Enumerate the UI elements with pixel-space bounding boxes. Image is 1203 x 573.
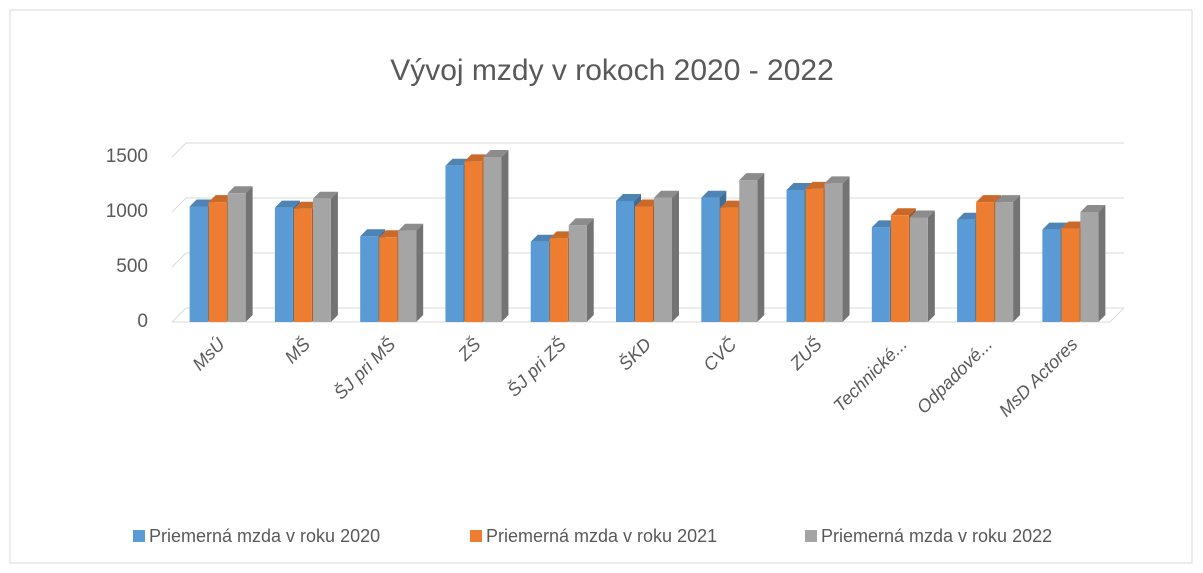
bar-top [890, 208, 916, 216]
bar-side [1098, 205, 1106, 322]
bar-top [1061, 221, 1087, 229]
bar [549, 238, 568, 322]
bar [379, 237, 398, 322]
bar [483, 157, 502, 322]
chart-title: Vývoj mzdy v rokoch 2020 - 2022 [390, 54, 834, 87]
bar [189, 206, 208, 322]
bar-top [976, 195, 1002, 203]
y-tick-label: 500 [116, 256, 148, 277]
legend-swatch [805, 530, 817, 542]
bar-side [757, 173, 765, 322]
bar-top [568, 218, 594, 226]
bar-top [398, 223, 424, 231]
bar [293, 208, 312, 322]
bar-top [189, 199, 215, 207]
bar [445, 165, 464, 322]
bar-top [227, 186, 253, 194]
bar-side [245, 186, 253, 322]
bar [701, 197, 720, 322]
bar-top [549, 231, 575, 239]
bar-top [312, 191, 338, 199]
legend-label: Priemerná mzda v roku 2022 [821, 526, 1052, 546]
legend-label: Priemerná mzda v roku 2020 [149, 526, 380, 546]
bar-top [293, 201, 319, 209]
bar [530, 241, 549, 322]
bar-top [379, 230, 405, 238]
bar-top [701, 190, 727, 198]
bar-top [957, 212, 983, 220]
bar-side [586, 218, 594, 322]
bar-top [483, 150, 509, 157]
bar [635, 206, 653, 322]
bar [274, 207, 293, 322]
bar [909, 217, 928, 322]
bar-top [445, 158, 471, 166]
bar [1061, 228, 1080, 322]
bar [227, 193, 246, 322]
bar [976, 202, 995, 322]
bar-top [786, 183, 812, 190]
y-tick-label: 0 [137, 311, 148, 332]
bar [616, 201, 634, 322]
bar-top [824, 176, 850, 184]
bar-top [654, 190, 679, 198]
bar-side [842, 176, 850, 322]
bar-top [805, 181, 831, 189]
bar-top [995, 195, 1021, 203]
bar-side [927, 210, 935, 322]
bar [995, 202, 1014, 322]
bar [786, 190, 805, 322]
bar-side [501, 150, 509, 322]
bar-top [530, 234, 556, 242]
bar-side [672, 190, 679, 322]
bar-top [720, 200, 746, 208]
legend-swatch [470, 530, 482, 542]
bar [871, 227, 890, 322]
legend-swatch [133, 530, 145, 542]
bar-top [739, 173, 765, 181]
bar-top [1042, 222, 1068, 230]
bar [805, 188, 824, 322]
bar [1042, 229, 1061, 322]
bar-top [871, 220, 897, 228]
bar [654, 197, 672, 322]
bar [312, 198, 331, 322]
bar [208, 202, 227, 322]
bar-top [464, 154, 490, 162]
bar [398, 230, 417, 322]
legend-label: Priemerná mzda v roku 2021 [486, 526, 717, 546]
bar-top [360, 229, 386, 237]
bar [360, 236, 379, 322]
bar-top [616, 194, 641, 201]
bar-top [208, 195, 234, 203]
bar-side [416, 223, 424, 322]
bar [568, 225, 587, 322]
bar [957, 219, 976, 322]
bar [720, 207, 739, 322]
bar-top [1080, 205, 1106, 212]
bar [1080, 212, 1099, 322]
grid-line [171, 142, 1124, 158]
bar [890, 215, 909, 322]
bar-top [909, 210, 935, 218]
y-tick-label: 1500 [106, 146, 148, 167]
bar-side [1013, 195, 1021, 322]
bar-top [635, 199, 660, 207]
bar [464, 161, 483, 322]
bar-side [330, 191, 338, 322]
bar [824, 183, 843, 322]
bar [739, 180, 758, 322]
bar-top [274, 200, 300, 208]
y-tick-label: 1000 [106, 201, 148, 222]
